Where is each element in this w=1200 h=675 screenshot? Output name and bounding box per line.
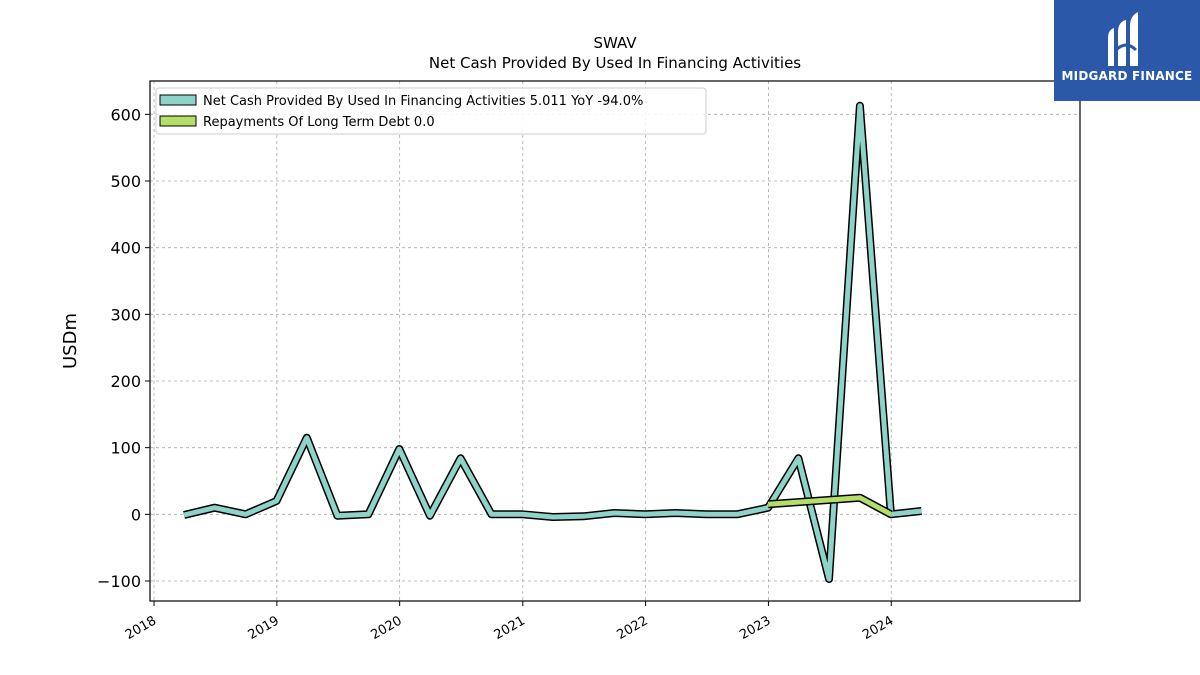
series-layer: [183, 101, 922, 583]
y-tick-label: 300: [110, 305, 141, 324]
series-line-net-cash: [183, 103, 922, 582]
y-tick-label: 100: [110, 439, 141, 458]
logo-mark-icon: [1108, 12, 1138, 66]
y-tick-label: 500: [110, 172, 141, 191]
logo-text: MIDGARD FINANCE: [1061, 69, 1193, 83]
x-tick-label: 2024: [860, 613, 896, 643]
legend-label-net-cash: Net Cash Provided By Used In Financing A…: [203, 94, 643, 109]
legend-box: [155, 87, 707, 135]
legend-label-repayments: Repayments Of Long Term Debt 0.0: [203, 115, 435, 130]
x-axis-ticks: 2018 2019 2020 2021 2022 2023 2024: [123, 601, 896, 643]
grid-lines: [150, 81, 1080, 601]
plot-frame: [149, 80, 1081, 602]
x-tick-label: 2018: [123, 613, 159, 643]
chart-title: SWAV: [593, 34, 637, 52]
y-tick-label: 600: [110, 105, 141, 124]
brand-logo: MIDGARD FINANCE: [1054, 0, 1200, 101]
x-tick-label: 2022: [614, 613, 650, 643]
legend: Net Cash Provided By Used In Financing A…: [155, 87, 707, 135]
y-axis-ticks: −100 0 100 200 300 400 500 600: [97, 105, 150, 591]
x-tick-label: 2020: [368, 613, 404, 643]
y-tick-label: 400: [110, 239, 141, 258]
x-tick-label: 2021: [492, 613, 528, 643]
chart-subtitle: Net Cash Provided By Used In Financing A…: [429, 54, 801, 72]
y-tick-label: −100: [97, 572, 141, 591]
legend-swatch-repayments: [159, 115, 197, 127]
series-line-repayments: [767, 495, 893, 517]
x-tick-label: 2023: [737, 613, 773, 643]
y-tick-label: 0: [131, 505, 141, 524]
legend-swatch-net-cash: [159, 94, 197, 106]
x-tick-label: 2019: [246, 613, 282, 643]
y-axis-label: USDm: [60, 313, 81, 369]
y-tick-label: 200: [110, 372, 141, 391]
